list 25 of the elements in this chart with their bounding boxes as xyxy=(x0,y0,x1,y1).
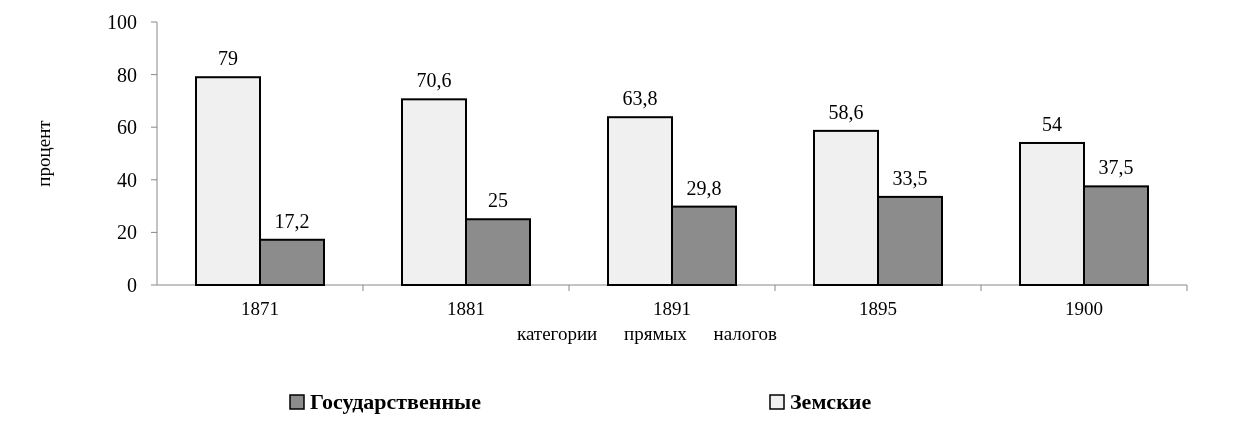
x-axis-title: категории прямых налогов xyxy=(516,323,778,344)
legend-label: Земские xyxy=(790,389,872,414)
y-tick-label: 60 xyxy=(117,116,137,139)
data-label: 29,8 xyxy=(686,176,722,199)
data-label: 79 xyxy=(218,47,238,70)
data-label: 33,5 xyxy=(892,166,928,189)
y-tick-label: 100 xyxy=(107,11,137,33)
x-tick-label: 1871 xyxy=(241,298,279,319)
y-tick-label: 0 xyxy=(127,274,137,296)
data-label: 63,8 xyxy=(622,87,658,110)
x-tick-label: 1895 xyxy=(859,298,897,319)
x-tick-label: 1881 xyxy=(447,298,485,319)
data-label: 17,2 xyxy=(274,209,310,232)
legend-label: Государственные xyxy=(310,389,482,414)
data-label: 54 xyxy=(1042,112,1062,135)
data-label: 37,5 xyxy=(1098,156,1134,179)
y-tick-label: 80 xyxy=(117,63,137,86)
x-tick-label: 1891 xyxy=(653,298,691,319)
y-tick-label: 20 xyxy=(117,221,137,244)
x-tick-label: 1900 xyxy=(1065,298,1103,319)
data-label: 25 xyxy=(488,189,508,212)
data-label: 70,6 xyxy=(416,69,452,92)
y-tick-label: 40 xyxy=(117,168,137,191)
y-axis-title: процент xyxy=(33,119,54,187)
data-label: 58,6 xyxy=(828,100,864,123)
